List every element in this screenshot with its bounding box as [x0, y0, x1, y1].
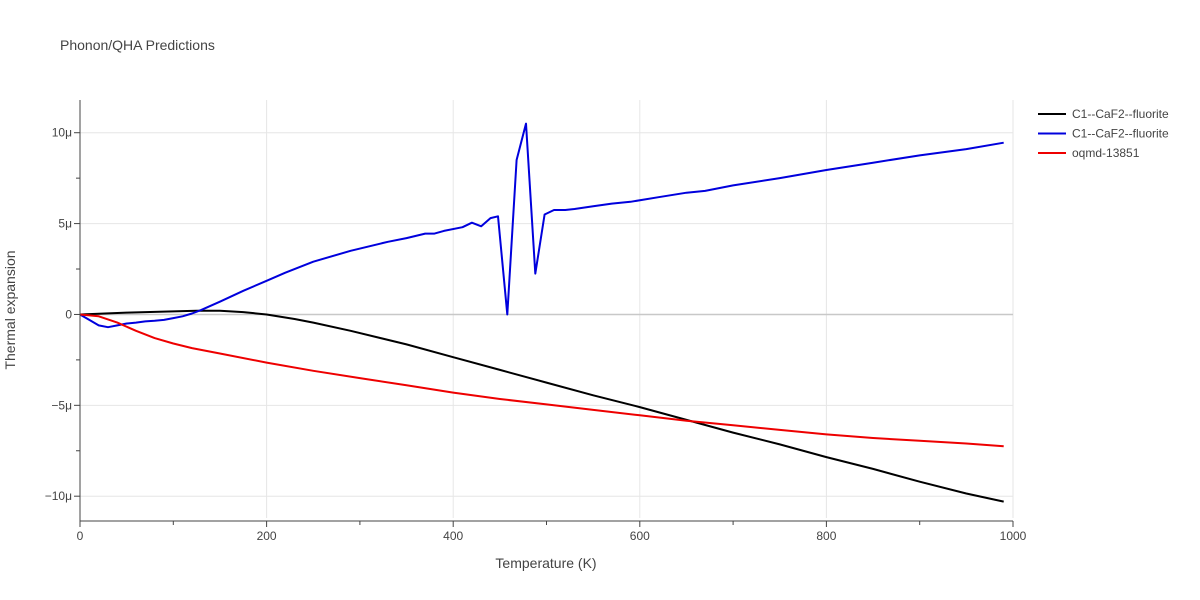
- y-tick-label: 0: [65, 307, 72, 321]
- y-tick-label: 10μ: [52, 126, 72, 140]
- y-tick-label: 5μ: [58, 217, 72, 231]
- plot-area: [79, 122, 1004, 503]
- x-tick-label: 0: [77, 529, 84, 543]
- series-line-3: [79, 313, 1004, 448]
- x-tick-label: 800: [816, 529, 836, 543]
- x-axis-title: Temperature (K): [495, 555, 596, 571]
- legend[interactable]: C1--CaF2--fluorite C1--CaF2--fluorite oqmd…: [1038, 107, 1169, 160]
- legend-label: C1--CaF2--fluorite: [1072, 127, 1169, 141]
- series-line-1: [79, 309, 1004, 503]
- x-tick-label: 600: [630, 529, 650, 543]
- y-tick-label: −10μ: [45, 489, 72, 503]
- y-axis-title: Thermal expansion: [2, 250, 18, 369]
- legend-item-2[interactable]: C1--CaF2--fluorite: [1038, 127, 1169, 141]
- chart-title: Phonon/QHA Predictions: [60, 37, 215, 53]
- legend-item-3[interactable]: oqmd-13851: [1038, 146, 1140, 160]
- series-line-2: [79, 122, 1004, 329]
- legend-label: C1--CaF2--fluorite: [1072, 107, 1169, 121]
- legend-item-1[interactable]: C1--CaF2--fluorite: [1038, 107, 1169, 121]
- legend-label: oqmd-13851: [1072, 146, 1140, 160]
- x-tick-label: 200: [257, 529, 277, 543]
- axes: 0 200 400 600 800 1000 −10μ −5μ 0 5μ 10μ: [45, 100, 1027, 543]
- y-tick-label: −5μ: [51, 398, 72, 412]
- x-tick-label: 1000: [1000, 529, 1027, 543]
- x-tick-label: 400: [443, 529, 463, 543]
